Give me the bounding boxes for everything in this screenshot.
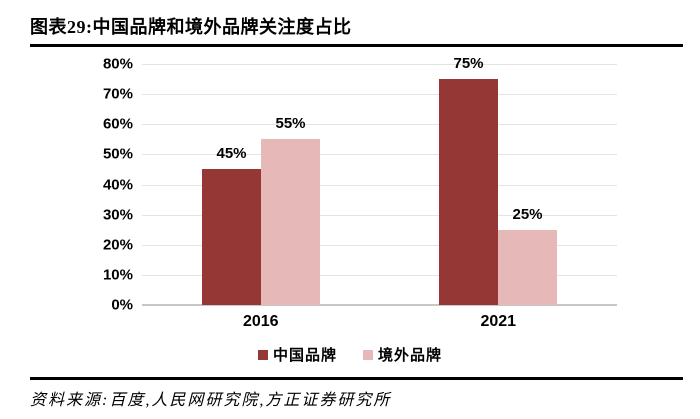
y-tick-label: 60% — [102, 115, 133, 133]
legend-swatch-icon — [257, 349, 268, 360]
x-category-label: 2021 — [480, 313, 517, 330]
y-tick-label: 70% — [102, 85, 133, 103]
bar-value-label: 45% — [216, 145, 247, 162]
y-tick-label: 30% — [102, 206, 133, 224]
legend-item-0: 中国品牌 — [257, 344, 337, 365]
x-category-label: 2016 — [242, 313, 279, 330]
title-rule — [30, 44, 683, 47]
grid-line — [142, 245, 617, 246]
y-tick-label: 50% — [102, 145, 133, 163]
y-tick-label: 0% — [111, 296, 133, 314]
y-tick-label: 40% — [102, 176, 133, 194]
footer-rule — [30, 377, 683, 380]
grid-line — [142, 154, 617, 155]
bar-value-label: 25% — [512, 206, 543, 223]
bar-2016-series-1 — [261, 139, 320, 305]
bar-2021-series-1 — [498, 230, 557, 305]
legend-label: 境外品牌 — [378, 348, 443, 364]
bar-value-label: 75% — [453, 55, 484, 72]
bar-2021-series-0 — [439, 79, 498, 305]
legend-swatch-icon — [363, 349, 373, 360]
y-tick-label: 20% — [102, 236, 133, 254]
legend: 中国品牌 境外品牌 — [0, 344, 700, 365]
grid-line — [142, 94, 617, 95]
legend-label: 中国品牌 — [272, 348, 337, 364]
source-line: 资料来源:百度,人民网研究院,方正证券研究所 — [30, 392, 392, 409]
plot-area — [142, 64, 617, 306]
bar-2016-series-0 — [202, 169, 261, 305]
y-axis: 0% 10% 20% 30% 40% 50% 60% 70% 80% — [0, 56, 133, 314]
bar-value-label: 55% — [275, 115, 306, 132]
grid-line — [142, 275, 617, 276]
legend-item-1: 境外品牌 — [363, 344, 442, 365]
chart-title: 图表29:中国品牌和境外品牌关注度占比 — [30, 17, 352, 37]
y-tick-label: 10% — [102, 266, 133, 284]
y-tick-label: 80% — [102, 55, 133, 73]
grid-line — [142, 124, 617, 125]
grid-line — [142, 215, 617, 216]
grid-line — [142, 185, 617, 186]
x-axis-baseline — [142, 304, 617, 306]
grid-line — [142, 64, 617, 65]
